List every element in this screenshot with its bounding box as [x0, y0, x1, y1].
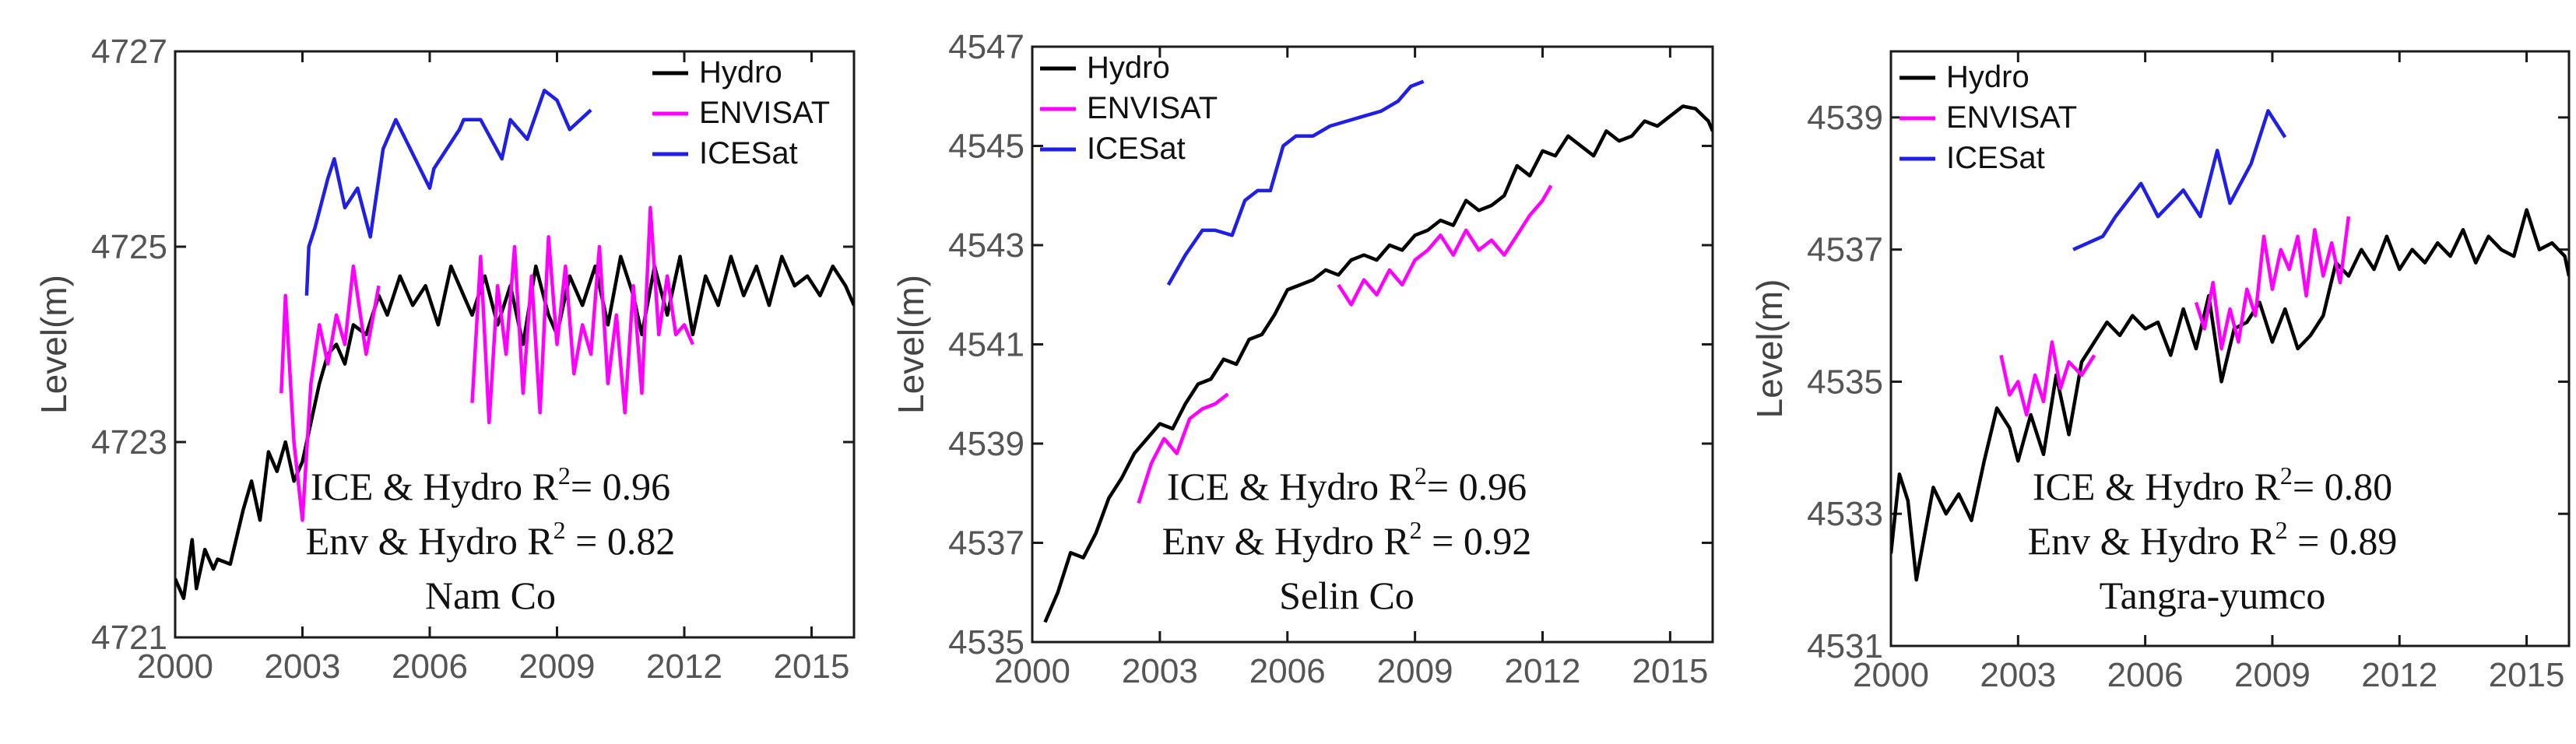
plot-frame [174, 50, 856, 639]
correlation-annotation: ICE & Hydro R2= 0.80 [2033, 461, 2392, 508]
y-tick-label: 4721 [91, 619, 167, 657]
y-tick-label: 4723 [91, 423, 167, 461]
series-line-envisat [1337, 184, 1553, 307]
correlation-annotation: ICE & Hydro R2= 0.96 [1167, 461, 1527, 508]
lake-name: Selin Co [1279, 574, 1415, 617]
x-tick-label: 2006 [2107, 656, 2184, 694]
series-line-envisat [279, 264, 381, 522]
x-tick-label: 2003 [265, 647, 341, 686]
correlation-annotation: Env & Hydro R2 = 0.89 [2028, 516, 2398, 563]
legend-label-envisat: ENVISAT [699, 96, 830, 130]
y-tick-label: 4535 [948, 623, 1024, 662]
x-tick-label: 2000 [994, 652, 1070, 690]
x-tick-label: 2015 [774, 647, 850, 686]
series-line-envisat [1999, 340, 2096, 417]
series-line-icesat [2072, 109, 2287, 251]
legend-label-hydro: Hydro [1946, 60, 2030, 94]
x-tick-label: 2012 [2361, 656, 2437, 694]
legend-label-icesat: ICESat [1087, 132, 1186, 166]
legend-label-hydro: Hydro [699, 55, 782, 89]
y-tick-label: 4539 [948, 425, 1024, 463]
x-tick-label: 2009 [2234, 656, 2311, 694]
y-axis-label: Level(m) [891, 275, 931, 414]
series-line-envisat [1137, 392, 1229, 504]
y-tick-label: 4545 [948, 128, 1024, 166]
x-tick-label: 2009 [519, 647, 596, 686]
x-tick-label: 2015 [1632, 652, 1708, 690]
lake-name: Tangra-yumco [2100, 574, 2326, 617]
y-tick-label: 4531 [1807, 627, 1883, 665]
correlation-annotation: ICE & Hydro R2= 0.96 [311, 461, 670, 508]
series-line-hydro [175, 254, 854, 601]
x-tick-label: 2009 [1377, 652, 1453, 690]
series-line-envisat [2194, 216, 2351, 351]
y-tick-label: 4537 [948, 525, 1024, 563]
y-tick-label: 4537 [1807, 231, 1883, 269]
correlation-annotation: Env & Hydro R2 = 0.82 [306, 516, 676, 563]
x-tick-label: 2000 [137, 647, 213, 686]
y-tick-label: 4533 [1807, 495, 1883, 533]
x-tick-label: 2012 [1505, 652, 1581, 690]
x-tick-label: 2006 [1249, 652, 1326, 690]
legend-label-icesat: ICESat [699, 136, 798, 170]
lake-name: Nam Co [425, 574, 556, 617]
y-tick-label: 4541 [948, 326, 1024, 364]
y-axis-label: Level(m) [33, 275, 74, 414]
correlation-annotation: Env & Hydro R2 = 0.92 [1162, 516, 1532, 563]
x-tick-label: 2012 [646, 647, 722, 686]
x-tick-label: 2015 [2489, 656, 2565, 694]
x-tick-label: 2000 [1853, 656, 1929, 694]
y-axis-label: Level(m) [1749, 279, 1790, 419]
y-tick-label: 4543 [948, 226, 1024, 265]
y-tick-label: 4725 [91, 228, 167, 266]
legend-label-icesat: ICESat [1946, 141, 2045, 175]
x-tick-label: 2003 [1122, 652, 1198, 690]
legend-label-hydro: Hydro [1087, 51, 1170, 85]
chart-panel-2: 2000 2003 2006 2009 2012 2015 4535 4537 4539 4541… [891, 28, 1714, 690]
y-tick-label: 4727 [91, 33, 167, 71]
x-tick-label: 2006 [392, 647, 468, 686]
legend-label-envisat: ENVISAT [1087, 91, 1218, 125]
series-line-envisat [470, 205, 694, 425]
y-tick-label: 4535 [1807, 363, 1883, 401]
chart-panel-3: 2000 2003 2006 2009 2012 2015 4531 4533 4535 4537… [1749, 50, 2571, 694]
series-line-hydro [1043, 104, 1713, 623]
y-tick-label: 4539 [1807, 99, 1883, 137]
plot-frame [1889, 50, 2571, 647]
series-line-icesat [304, 88, 592, 296]
series-line-hydro [1891, 208, 2569, 582]
x-tick-label: 2003 [1980, 656, 2056, 694]
legend-label-envisat: ENVISAT [1946, 100, 2077, 135]
y-tick-label: 4547 [948, 28, 1024, 66]
chart-panel-1: 2000 2003 2006 2009 2012 2015 4721 4723 4725 4727… [33, 33, 856, 686]
series-line-icesat [1166, 79, 1425, 286]
